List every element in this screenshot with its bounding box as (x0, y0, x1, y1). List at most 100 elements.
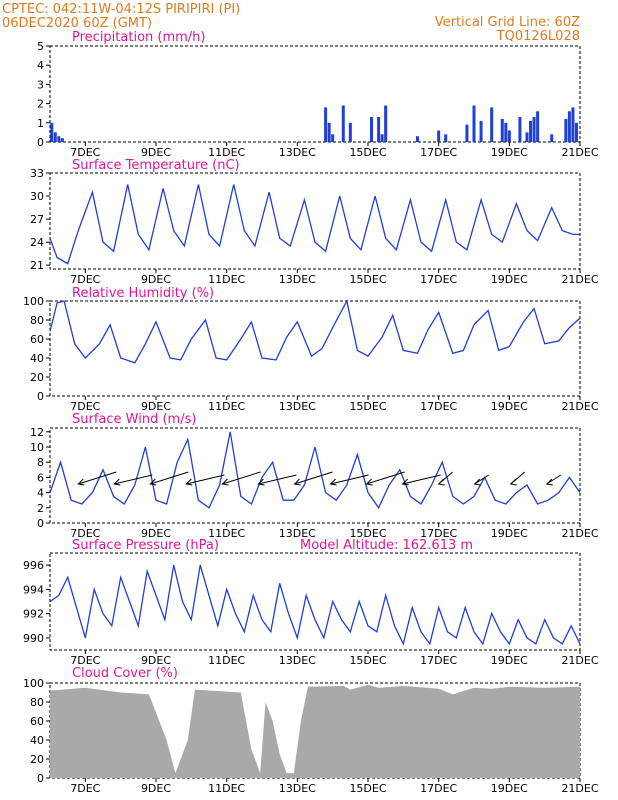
cloud-cover-y-tick-label: 0 (37, 772, 44, 785)
wind-arrow (366, 471, 405, 485)
pressure-x-tick-label: 19DEC (491, 654, 528, 667)
precipitation-bar (327, 122, 331, 142)
humidity-title: Relative Humidity (%) (72, 286, 214, 301)
precipitation-bar (324, 107, 328, 142)
precipitation-bar (377, 117, 381, 142)
wind-arrow-head (185, 478, 193, 486)
wind-arrow (222, 471, 261, 485)
precipitation-bar (465, 124, 469, 142)
wind-y-tick-label: 8 (37, 456, 44, 469)
temperature-x-tick-label: 11DEC (208, 273, 245, 286)
precipitation-bar (507, 130, 511, 142)
cloud-cover-y-tick-label: 40 (30, 734, 44, 747)
precipitation-bar (532, 117, 536, 142)
wind-arrow-head (329, 478, 337, 486)
humidity-y-tick-label: 40 (30, 352, 44, 365)
precipitation-bar (472, 105, 476, 142)
wind-arrow-head (221, 478, 229, 486)
wind-arrow-head (149, 478, 157, 486)
wind-arrow (546, 474, 562, 485)
wind-arrow-head (365, 478, 373, 486)
cloud-cover-x-tick-label: 19DEC (491, 782, 528, 795)
pressure-x-tick-label: 17DEC (420, 654, 457, 667)
temperature-frame (49, 172, 581, 270)
cloud-cover-x-tick-label: 11DEC (208, 782, 245, 795)
precipitation-bar (60, 138, 64, 142)
temperature-x-tick-label: 15DEC (349, 273, 386, 286)
precipitation-x-tick-label: 9DEC (141, 146, 171, 159)
cloud-cover-y-tick-label: 100 (23, 677, 44, 690)
wind-y-tick-label: 2 (37, 502, 44, 515)
cloud-cover-x-tick-label: 13DEC (279, 782, 316, 795)
wind-x-tick-label: 19DEC (491, 527, 528, 540)
pressure-series-line (49, 564, 581, 646)
wind-arrow (186, 474, 225, 485)
wind-arrow-head (401, 478, 409, 486)
wind-arrow-head (509, 478, 517, 486)
wind-title: Surface Wind (m/s) (72, 412, 196, 427)
temperature-series-line (49, 184, 580, 265)
temperature-x-tick-label: 17DEC (420, 273, 457, 286)
precipitation-bar (380, 134, 384, 142)
precipitation-bar (50, 122, 54, 142)
pressure-x-tick-label: 15DEC (349, 654, 386, 667)
precipitation-bar (525, 132, 529, 142)
wind-y-tick-label: 10 (30, 441, 44, 454)
precipitation-bar (479, 120, 483, 142)
precipitation-x-tick-label: 11DEC (208, 146, 245, 159)
header-model: TQ0126L028 (496, 29, 580, 44)
wind-arrow (78, 471, 117, 485)
precipitation-x-tick-label: 13DEC (279, 146, 316, 159)
header-station: CPTEC: 042:11W-04:12S PIRIPIRI (PI) (2, 2, 240, 17)
pressure-y-tick-label: 992 (23, 608, 44, 621)
pressure-x-tick-label: 9DEC (141, 654, 171, 667)
humidity-x-tick-label: 19DEC (491, 400, 528, 413)
precipitation-bar (331, 134, 335, 142)
temperature-title: Surface Temperature (nC) (72, 158, 240, 173)
precipitation-bar (500, 118, 504, 142)
precipitation-x-tick-label: 7DEC (70, 146, 100, 159)
wind-x-tick-label: 13DEC (279, 527, 316, 540)
precipitation-x-tick-label: 21DEC (561, 146, 598, 159)
cloud-cover-title: Cloud Cover (%) (72, 666, 178, 681)
humidity-x-tick-label: 11DEC (208, 400, 245, 413)
cloud-cover-area (50, 684, 580, 778)
wind-x-tick-label: 15DEC (349, 527, 386, 540)
precipitation-bar (384, 105, 388, 142)
wind-x-tick-label: 7DEC (70, 527, 100, 540)
pressure-title: Surface Pressure (hPa) (72, 538, 219, 553)
wind-arrow-head (293, 478, 301, 486)
precipitation-frame (49, 45, 581, 143)
wind-y-tick-label: 4 (37, 487, 44, 500)
temperature-y-tick-label: 30 (30, 190, 44, 203)
temperature-x-tick-label: 19DEC (491, 273, 528, 286)
precipitation-bar (567, 111, 571, 142)
wind-arrow-head (473, 478, 481, 486)
pressure-x-tick-label: 21DEC (561, 654, 598, 667)
model-altitude-label: Model Altitude: 162.613 m (300, 538, 473, 553)
wind-arrow-head (113, 478, 121, 486)
wind-arrow (402, 474, 441, 485)
precipitation-bar (437, 130, 441, 142)
precipitation-bar (574, 122, 578, 142)
temperature-y-tick-label: 21 (30, 259, 44, 272)
cloud-cover-x-tick-label: 9DEC (141, 782, 171, 795)
precipitation-y-tick-label: 1 (37, 117, 44, 130)
cloud-cover-x-tick-label: 21DEC (561, 782, 598, 795)
humidity-y-tick-label: 80 (30, 314, 44, 327)
precipitation-bar (57, 136, 61, 142)
precipitation-bar (370, 117, 374, 142)
wind-arrow (330, 474, 369, 485)
wind-arrow (114, 474, 153, 485)
wind-y-tick-label: 6 (37, 471, 44, 484)
cloud-cover-x-tick-label: 17DEC (420, 782, 457, 795)
precipitation-bar (564, 118, 568, 142)
humidity-y-tick-label: 0 (37, 390, 44, 403)
cloud-cover-panel: Cloud Cover (%) 0 20 40 60 80 100 7DEC 9DEC 11DE… (23, 666, 599, 795)
pressure-x-tick-label: 7DEC (70, 654, 100, 667)
temperature-x-tick-label: 7DEC (70, 273, 100, 286)
humidity-x-tick-label: 7DEC (70, 400, 100, 413)
wind-frame (49, 427, 581, 524)
wind-arrow-head (545, 478, 553, 486)
